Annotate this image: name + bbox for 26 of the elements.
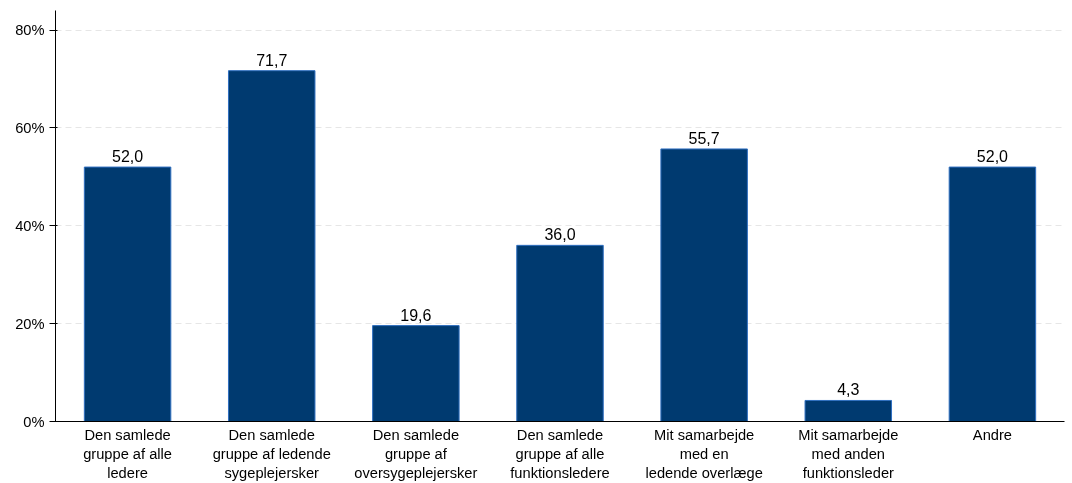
data-label: 36,0 [544, 226, 576, 244]
x-tick-label: Den samlede gruppe af ledende sygeplejersker [212, 426, 331, 481]
data-label: 71,7 [256, 51, 288, 69]
x-tick-label: Mit samarbejde med anden funktionsleder [798, 426, 899, 481]
bar [804, 399, 893, 422]
x-tick-label: Andre [972, 426, 1012, 443]
bar [83, 166, 172, 422]
x-tick-label: Den samlede gruppe af oversygeplejersker [354, 426, 478, 481]
data-label: 55,7 [688, 129, 720, 147]
y-tick-label: 0% [23, 413, 45, 430]
x-tick-label: Den samlede gruppe af alle funktionsledere [510, 426, 610, 481]
data-label: 52,0 [976, 148, 1009, 166]
y-tick-label: 40% [15, 217, 45, 234]
y-tick-label: 20% [15, 315, 45, 332]
y-tick-label: 60% [15, 119, 45, 136]
bar [660, 148, 748, 422]
bar [516, 244, 604, 422]
data-label: 4,3 [837, 381, 860, 399]
data-label: 52,0 [112, 148, 144, 166]
data-label: 19,6 [400, 306, 432, 324]
y-tick-label: 80% [15, 22, 45, 39]
x-tick-label: Den samlede gruppe af alle ledere [83, 426, 172, 481]
x-tick-label: Mit samarbejde med en ledende overlæge [645, 426, 763, 481]
bar [227, 70, 316, 422]
bar [372, 325, 460, 422]
bar [948, 166, 1037, 422]
